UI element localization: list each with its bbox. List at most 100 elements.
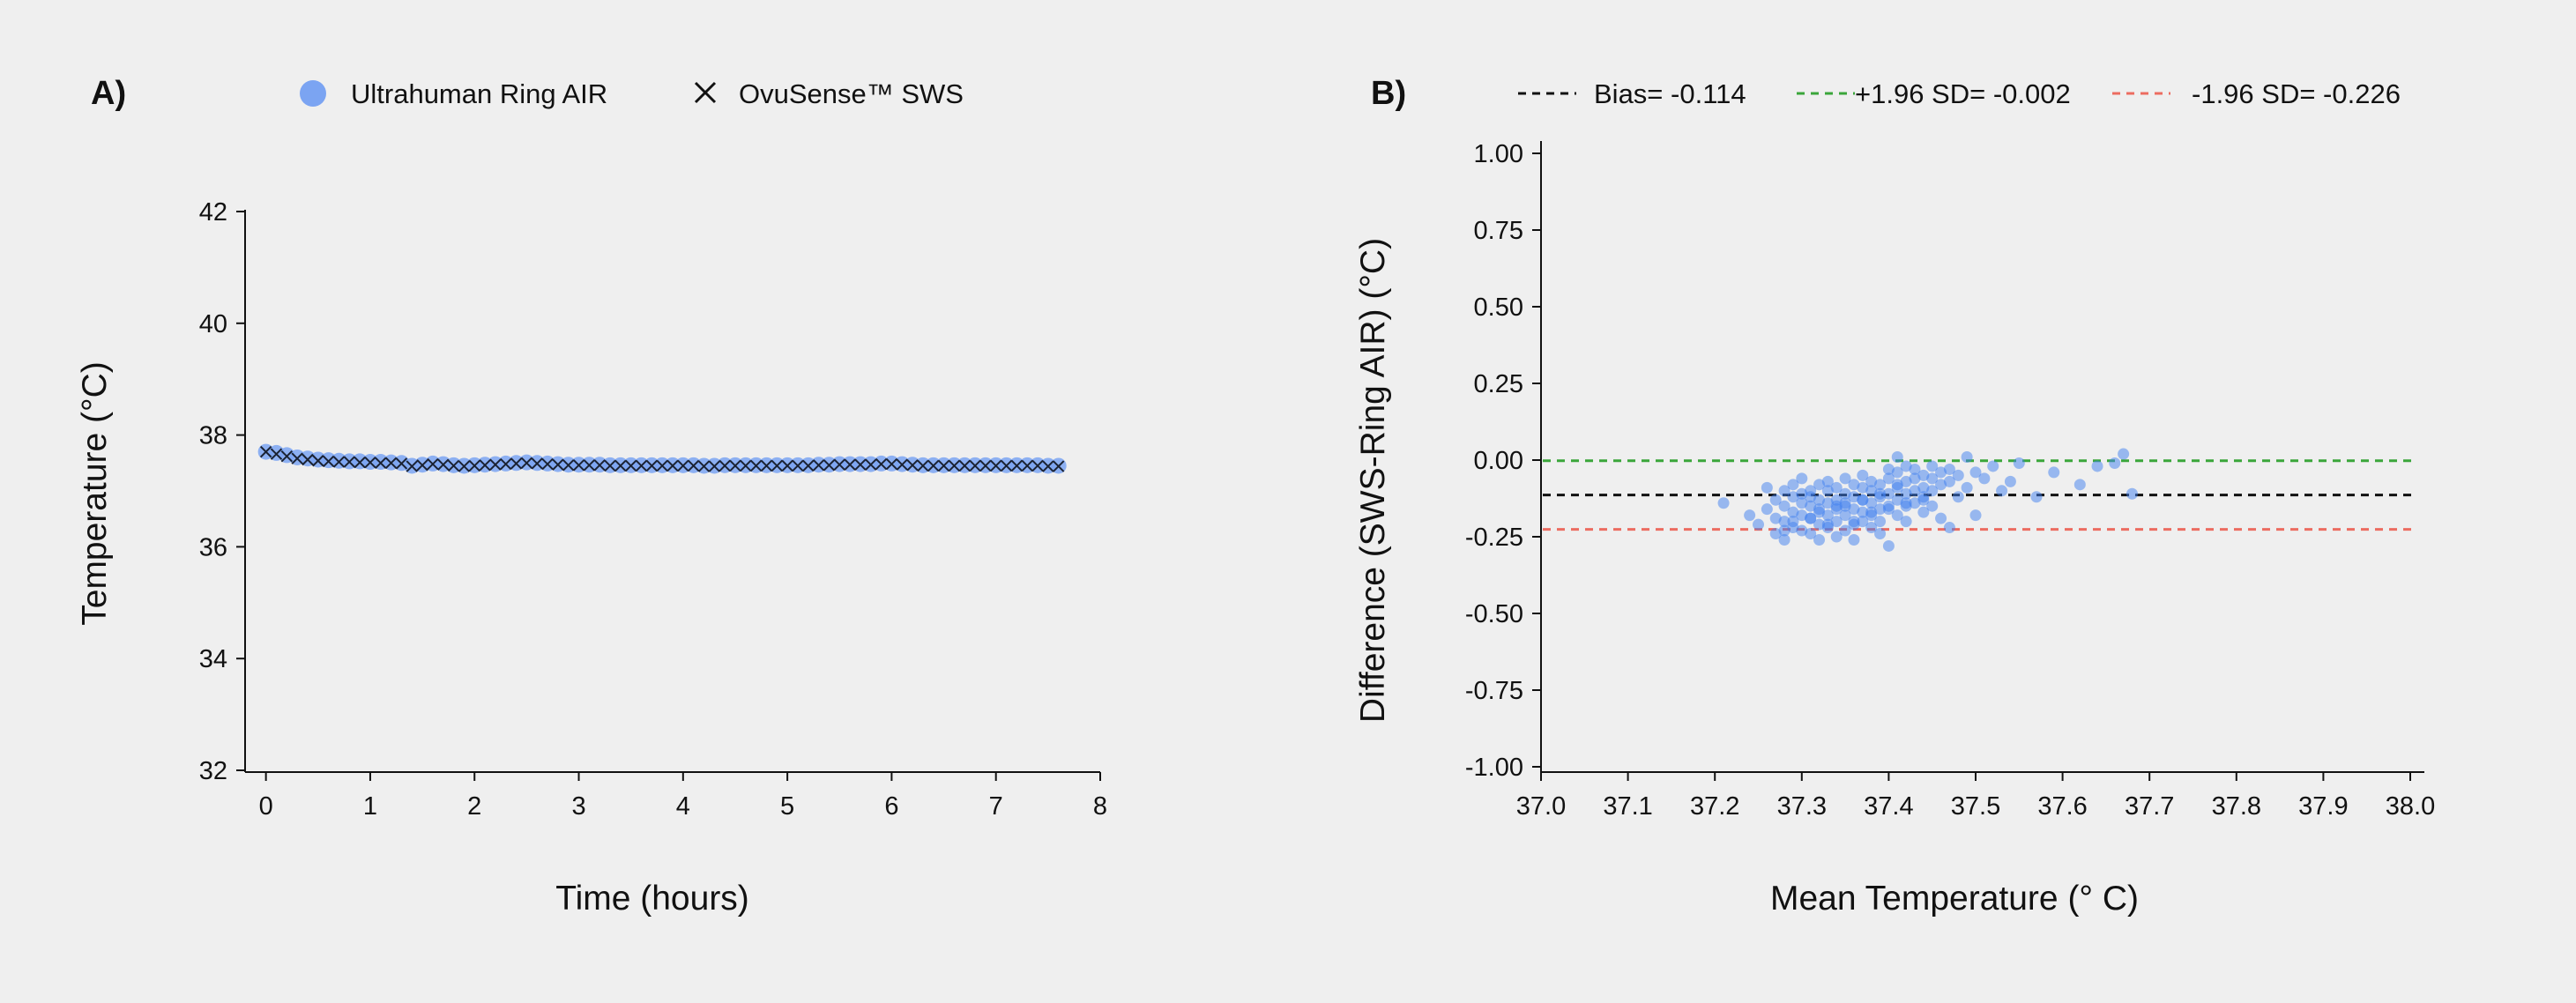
difference-point	[2073, 479, 2086, 491]
panel-a-ylabel: Temperature (°C)	[76, 361, 114, 626]
ovusense-sws-point	[291, 452, 303, 464]
ovusense-sws-point	[823, 459, 836, 472]
ovusense-sws-point	[865, 458, 877, 471]
difference-point	[1900, 516, 1912, 528]
difference-point	[1848, 491, 1860, 503]
legend-b-bias-label: Bias= -0.114	[1594, 78, 1746, 109]
ovusense-sws-point-stroke	[384, 457, 398, 470]
panel-a-y-tick-label: 40	[199, 310, 227, 338]
ovusense-sws-point	[354, 456, 366, 469]
panel-a-xlabel: Time (hours)	[555, 880, 749, 918]
ovusense-sws-point-stroke	[844, 458, 856, 471]
ovusense-sws-point	[771, 459, 783, 472]
ovusense-sws-point-stroke	[635, 459, 648, 472]
difference-point	[1787, 506, 1799, 518]
panel-b-x-tick-label: 37.6	[2037, 792, 2087, 821]
ovusense-sws-point	[510, 457, 523, 470]
ovusense-sws-point	[343, 456, 355, 468]
difference-point	[1813, 494, 1826, 506]
ovusense-sws-point	[1021, 459, 1033, 472]
ovusense-sws-point-stroke	[604, 459, 616, 472]
ovusense-sws-point	[312, 455, 324, 467]
difference-point	[1787, 516, 1799, 528]
panel-a-y-tick-label: 32	[199, 757, 227, 785]
ovusense-sws-point-stroke	[969, 459, 981, 472]
difference-point	[2109, 457, 2121, 469]
ovusense-sws-point-stroke	[729, 459, 741, 472]
difference-point	[1813, 503, 1826, 516]
ovusense-sws-point-stroke	[677, 459, 689, 472]
difference-point	[1848, 479, 1860, 491]
difference-point	[1926, 500, 1939, 512]
difference-point	[1796, 524, 1808, 537]
ovusense-sws-point	[572, 459, 585, 472]
ovusense-sws-point	[1031, 459, 1044, 472]
ovusense-sws-point	[520, 457, 533, 470]
difference-point	[1753, 518, 1764, 531]
ovusense-sws-point	[280, 449, 294, 463]
ovusense-sws-point-stroke	[990, 459, 1002, 472]
panel-b-x-tick-label: 37.4	[1864, 792, 1913, 821]
panel-b-ylabel: Difference (SWS-Ring AIR) (°C)	[1354, 238, 1392, 723]
panel-a-x-tick-label: 4	[676, 792, 690, 821]
ovusense-sws-point-stroke	[760, 459, 773, 472]
difference-point	[1796, 472, 1808, 485]
ovusense-sws-point	[614, 459, 627, 472]
ovusense-sws-point	[708, 460, 721, 472]
ovusense-sws-point	[332, 456, 346, 468]
difference-point	[2118, 448, 2130, 460]
ovusense-sws-point-stroke	[437, 458, 450, 471]
ovusense-sws-point	[500, 457, 512, 471]
panel-a-y-tick-label: 34	[199, 645, 227, 673]
ovusense-sws-point-stroke	[781, 459, 793, 472]
difference-point	[1961, 451, 1973, 464]
ovusense-sws-point	[792, 459, 804, 472]
panel-a-y-tick-label: 36	[199, 533, 227, 561]
difference-point	[1909, 463, 1921, 475]
ovusense-sws-point-stroke	[958, 459, 971, 472]
ovusense-sws-point	[927, 459, 940, 472]
ovusense-sws-point	[1042, 460, 1054, 472]
ovusense-sws-point-stroke	[802, 459, 815, 472]
ovusense-sws-point	[604, 459, 616, 472]
difference-point	[1891, 466, 1903, 479]
ovusense-sws-point-stroke	[500, 457, 512, 471]
ovusense-sws-point	[875, 457, 888, 471]
difference-point	[2091, 460, 2103, 472]
ovusense-sws-point-stroke	[520, 457, 533, 470]
ovusense-sws-point	[896, 458, 908, 471]
ovusense-sws-point-stroke	[875, 457, 888, 471]
ovusense-sws-point	[979, 459, 992, 472]
difference-point	[1761, 503, 1773, 516]
ovusense-sws-point	[645, 459, 659, 472]
ovusense-sws-point	[781, 459, 793, 472]
difference-point	[1891, 481, 1903, 494]
difference-point	[2030, 491, 2043, 503]
ovusense-sws-point	[384, 457, 398, 470]
difference-point	[1874, 516, 1887, 528]
difference-point	[1857, 469, 1869, 481]
legend-b-upper-label: +1.96 SD= -0.002	[1855, 78, 2071, 109]
panel-b-x-tick-label: 38.0	[2386, 792, 2435, 821]
ovusense-sws-point-stroke	[718, 459, 731, 472]
ovusense-sws-point	[447, 459, 460, 472]
ovusense-sws-point	[489, 458, 502, 471]
panel-b-xlabel: Mean Temperature (° C)	[1770, 880, 2139, 918]
difference-point	[1882, 463, 1895, 475]
difference-point	[1796, 509, 1808, 522]
panel-a-x-tick-label: 3	[571, 792, 585, 821]
panel-a-x-tick-label: 0	[259, 792, 273, 821]
ovusense-sws-point-stroke	[854, 458, 867, 471]
difference-point	[1848, 533, 1860, 546]
ovusense-sws-point-stroke	[697, 460, 711, 472]
ovusense-sws-point	[990, 459, 1002, 472]
ovusense-sws-point	[833, 458, 845, 471]
panel-b-x-tick-label: 37.5	[1951, 792, 2000, 821]
ovusense-sws-point	[270, 448, 283, 460]
ovusense-sws-point	[541, 457, 554, 471]
difference-point	[1943, 475, 1955, 487]
panel-b-plot-area	[1543, 448, 2416, 552]
ovusense-sws-point-stroke	[280, 449, 294, 463]
ovusense-sws-point-stroke	[740, 459, 752, 472]
difference-point	[1969, 466, 1982, 479]
